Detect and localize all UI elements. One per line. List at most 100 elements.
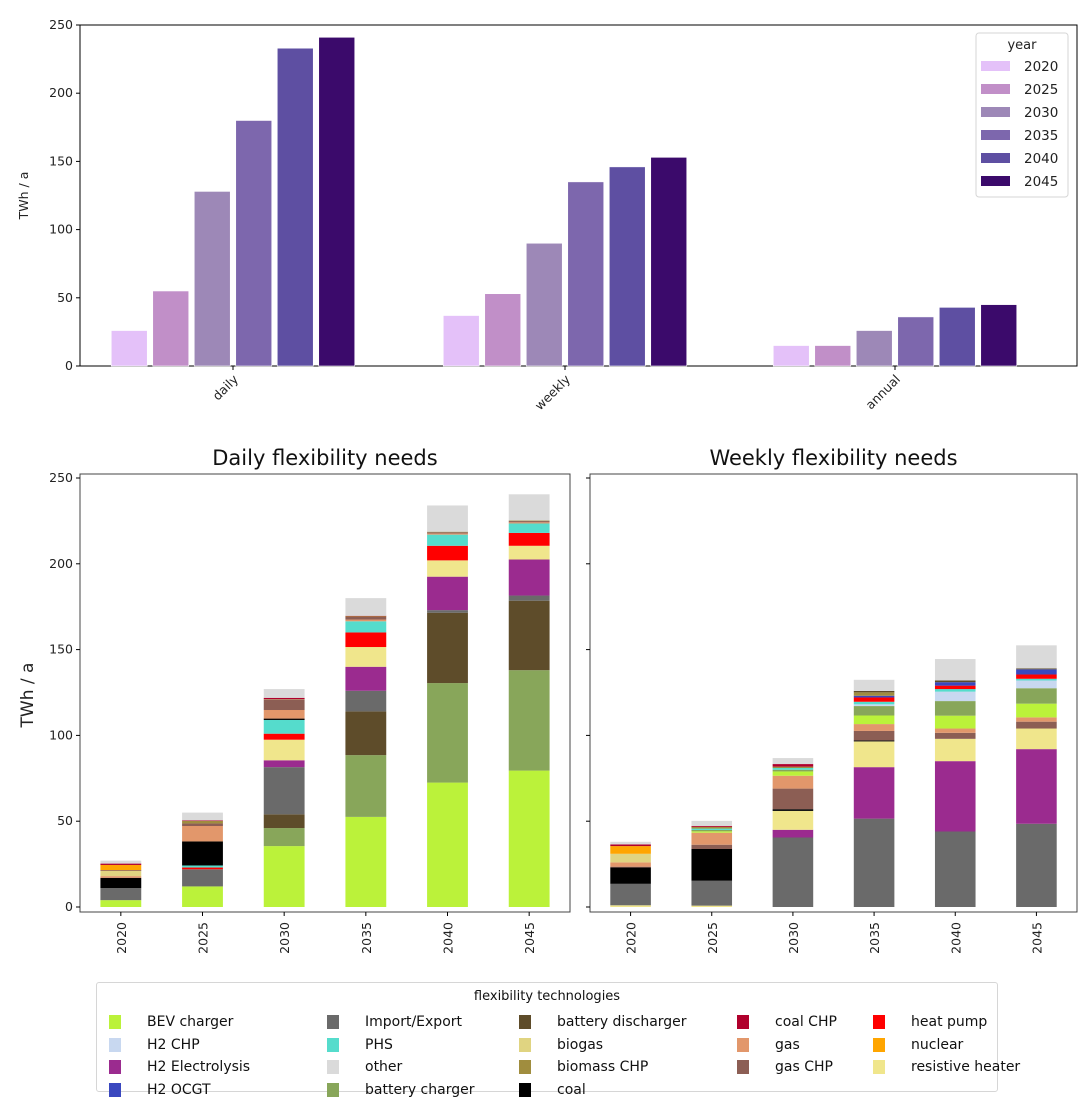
segment-2045-h2-chp (1016, 680, 1057, 689)
y-tick-label: 50 (57, 813, 73, 828)
segment-2040-import/export (427, 610, 468, 613)
figure: 0 50 100 150 200 250 TWh / a daily weekly annual y… (16, 17, 1078, 954)
y-tick-label: 50 (57, 290, 73, 305)
segment-2040-import/export (934, 831, 976, 907)
year-legend-label: 2035 (1024, 128, 1058, 144)
segment-2025-phs (691, 828, 733, 830)
segment-2040-battery-charger (427, 683, 468, 783)
segment-2020-other (100, 860, 142, 864)
segment-2045-h2-ocgt (1016, 669, 1057, 675)
segment-2045-heat-pump (1016, 674, 1057, 679)
segment-2030-gas (263, 710, 305, 719)
legend-swatch (737, 1037, 749, 1052)
segment-2040-resistive-heater (934, 738, 976, 762)
y-tick-label: 200 (49, 556, 73, 571)
x-tick-label: weekly (532, 371, 574, 413)
legend-swatch (873, 1060, 885, 1075)
segment-2030-bev-charger (772, 771, 814, 776)
bar-weekly-2020 (442, 315, 480, 367)
legend-swatch (327, 1015, 339, 1030)
y-axis-label: TWh / a (16, 172, 31, 221)
segment-2045-battery-charger (1016, 688, 1057, 704)
legend-swatch (327, 1037, 339, 1052)
legend-label: biomass CHP (557, 1059, 649, 1076)
daily-title: Daily flexibility needs (212, 446, 437, 470)
year-legend-label: 2040 (1024, 151, 1058, 167)
legend-item: PHS (327, 1034, 519, 1057)
segment-2030-resistive-heater (263, 739, 305, 761)
legend-item: H2 CHP (109, 1034, 327, 1057)
bar-weekly-2040 (608, 166, 646, 367)
segment-2030-gas-chp (263, 699, 305, 711)
segment-2035-import/export (345, 690, 387, 712)
segment-2020-biogas (610, 853, 651, 863)
segment-2035-battery-charger (345, 755, 387, 817)
segment-2025-biomass-chp (182, 820, 223, 824)
segment-2020-resistive-heater (610, 905, 651, 907)
segment-2035-h2-electrolysis (853, 767, 895, 819)
segment-2025-bev-charger (691, 831, 733, 833)
segment-2030-import/export (263, 767, 305, 815)
segment-2020-nuclear (100, 864, 142, 871)
segment-2030-phs (772, 768, 814, 770)
segment-2045-import/export (1016, 823, 1057, 907)
segment-2040-battery-discharger (427, 612, 468, 684)
segment-2035-coal-chp (345, 615, 387, 617)
segment-2035-h2-ocgt (853, 695, 895, 698)
segment-2035-gas (345, 619, 387, 622)
segment-2030-other (263, 689, 305, 698)
segment-2035-other (345, 598, 387, 616)
segment-2030-battery-charger (263, 828, 305, 847)
segment-2040-resistive-heater (427, 560, 468, 577)
bar-annual-2045 (980, 304, 1018, 367)
legend-item: coal CHP (737, 1011, 873, 1034)
legend-swatch (327, 1060, 339, 1075)
segment-2035-import/export (853, 818, 895, 907)
segment-2045-phs (508, 523, 550, 533)
segment-2045-h2-electrolysis (1016, 749, 1057, 824)
year-legend-label: 2030 (1024, 105, 1058, 121)
segment-2045-gas (1016, 717, 1057, 722)
summary-chart: 0 50 100 150 200 250 TWh / a daily weekly annual y… (16, 17, 1078, 413)
segment-2035-gas (853, 724, 895, 731)
segment-2025-import/export (691, 880, 733, 906)
segment-2045-gas-chp (508, 521, 550, 523)
segment-2035-battery-discharger (345, 711, 387, 756)
segment-2025-battery-charger (691, 829, 733, 832)
bar-annual-2025 (814, 345, 852, 367)
segment-2030-coal-chp (263, 697, 305, 700)
legend-item: coal (519, 1079, 737, 1102)
segment-2040-h2-electrolysis (934, 761, 976, 832)
y-tick-label: 150 (49, 153, 73, 168)
segment-2020-nuclear (610, 846, 651, 854)
x-tick-label: 2035 (867, 922, 882, 954)
legend-item: gas CHP (737, 1056, 873, 1079)
segment-2030-battery-charger (772, 769, 814, 772)
segment-2040-other (427, 505, 468, 532)
year-legend-swatch (981, 107, 1010, 117)
legend-swatch (519, 1082, 531, 1097)
year-legend-label: 2045 (1024, 174, 1058, 190)
segment-2030-gas (772, 775, 814, 789)
year-legend-swatch (981, 176, 1010, 186)
segment-2020-coal-chp (100, 863, 142, 865)
bar-annual-2020 (772, 345, 810, 367)
segment-2045-gas (508, 522, 550, 524)
segment-2035-h2-electrolysis (345, 666, 387, 691)
legend-item: heat pump (873, 1011, 1033, 1034)
segment-2030-other (772, 758, 814, 765)
daily-plot-frame (79, 473, 571, 913)
segment-2040-phs (934, 689, 976, 692)
legend-label: nuclear (911, 1036, 964, 1053)
y-tick-label: 0 (65, 358, 73, 373)
year-legend-swatch (981, 153, 1010, 163)
segment-2025-coal-chp (182, 820, 223, 822)
segment-2020-bev-charger (100, 900, 142, 907)
segment-2035-biomass-chp (345, 616, 387, 617)
legend-item: battery discharger (519, 1011, 737, 1034)
segment-2045-battery-discharger (508, 600, 550, 671)
y-tick-label: 100 (49, 727, 73, 742)
segment-2035-gas-chp (345, 616, 387, 620)
segment-2045-biomass-chp (508, 520, 550, 522)
y-tick-label: 200 (49, 85, 73, 100)
